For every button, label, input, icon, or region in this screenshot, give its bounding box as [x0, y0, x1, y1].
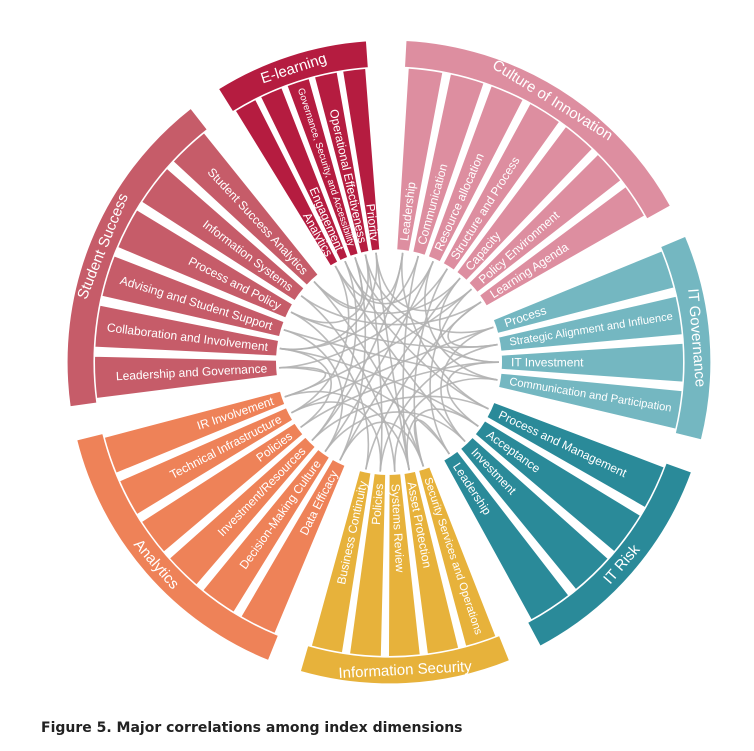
correlation-link-53 — [313, 257, 363, 310]
group-band-3 — [299, 634, 511, 685]
correlation-link-44 — [290, 311, 370, 470]
group-label: Information Security — [338, 658, 473, 682]
correlation-link-49 — [291, 265, 350, 414]
correlation-link-50 — [279, 366, 327, 398]
correlation-link-47 — [311, 260, 358, 442]
correlation-link-15 — [375, 252, 473, 312]
correlation-link-11 — [339, 277, 461, 461]
correlation-link-6 — [324, 260, 434, 453]
correlation-link-52 — [290, 254, 369, 324]
correlation-link-43 — [364, 254, 383, 472]
correlation-link-34 — [334, 265, 466, 443]
correlation-link-30 — [344, 260, 489, 410]
correlation-link-51 — [279, 252, 378, 351]
correlation-link-36 — [279, 366, 450, 455]
correlation-link-39 — [284, 390, 410, 471]
group-band-6 — [217, 40, 370, 113]
group-band-2 — [526, 462, 693, 648]
group-band-4 — [75, 432, 280, 662]
correlation-link-41 — [300, 295, 396, 472]
correlation-link-18 — [300, 295, 482, 326]
segment-label: Priority — [363, 203, 381, 242]
segment-label: Systems Review — [388, 483, 407, 573]
correlation-link-3 — [402, 255, 420, 471]
correlation-links — [279, 252, 500, 472]
correlation-link-21 — [364, 254, 494, 334]
correlation-link-9 — [279, 268, 448, 369]
correlation-link-7 — [334, 260, 434, 305]
group-band-5 — [66, 107, 209, 408]
group-band-1 — [659, 235, 712, 441]
correlation-link-23 — [290, 311, 498, 349]
correlation-link-38 — [313, 281, 425, 467]
group-band-0 — [403, 39, 672, 220]
correlation-link-22 — [379, 343, 498, 472]
correlation-link-26 — [354, 257, 500, 363]
segment-label: Policies — [369, 483, 386, 525]
correlation-link-0 — [401, 252, 489, 410]
correlation-link-19 — [440, 326, 494, 443]
correlation-link-5 — [424, 260, 498, 381]
figure-caption: Figure 5. Major correlations among index… — [41, 720, 463, 736]
correlation-link-31 — [406, 408, 479, 471]
segment-label: IT Investment — [511, 355, 584, 369]
correlation-link-32 — [279, 347, 479, 427]
correlation-link-29 — [311, 395, 489, 442]
correlation-link-40 — [375, 252, 410, 471]
correlation-link-12 — [313, 277, 461, 315]
correlation-link-20 — [291, 326, 494, 414]
correlation-link-33 — [324, 411, 466, 453]
correlation-link-46 — [283, 329, 344, 453]
correlation-link-27 — [393, 377, 498, 472]
